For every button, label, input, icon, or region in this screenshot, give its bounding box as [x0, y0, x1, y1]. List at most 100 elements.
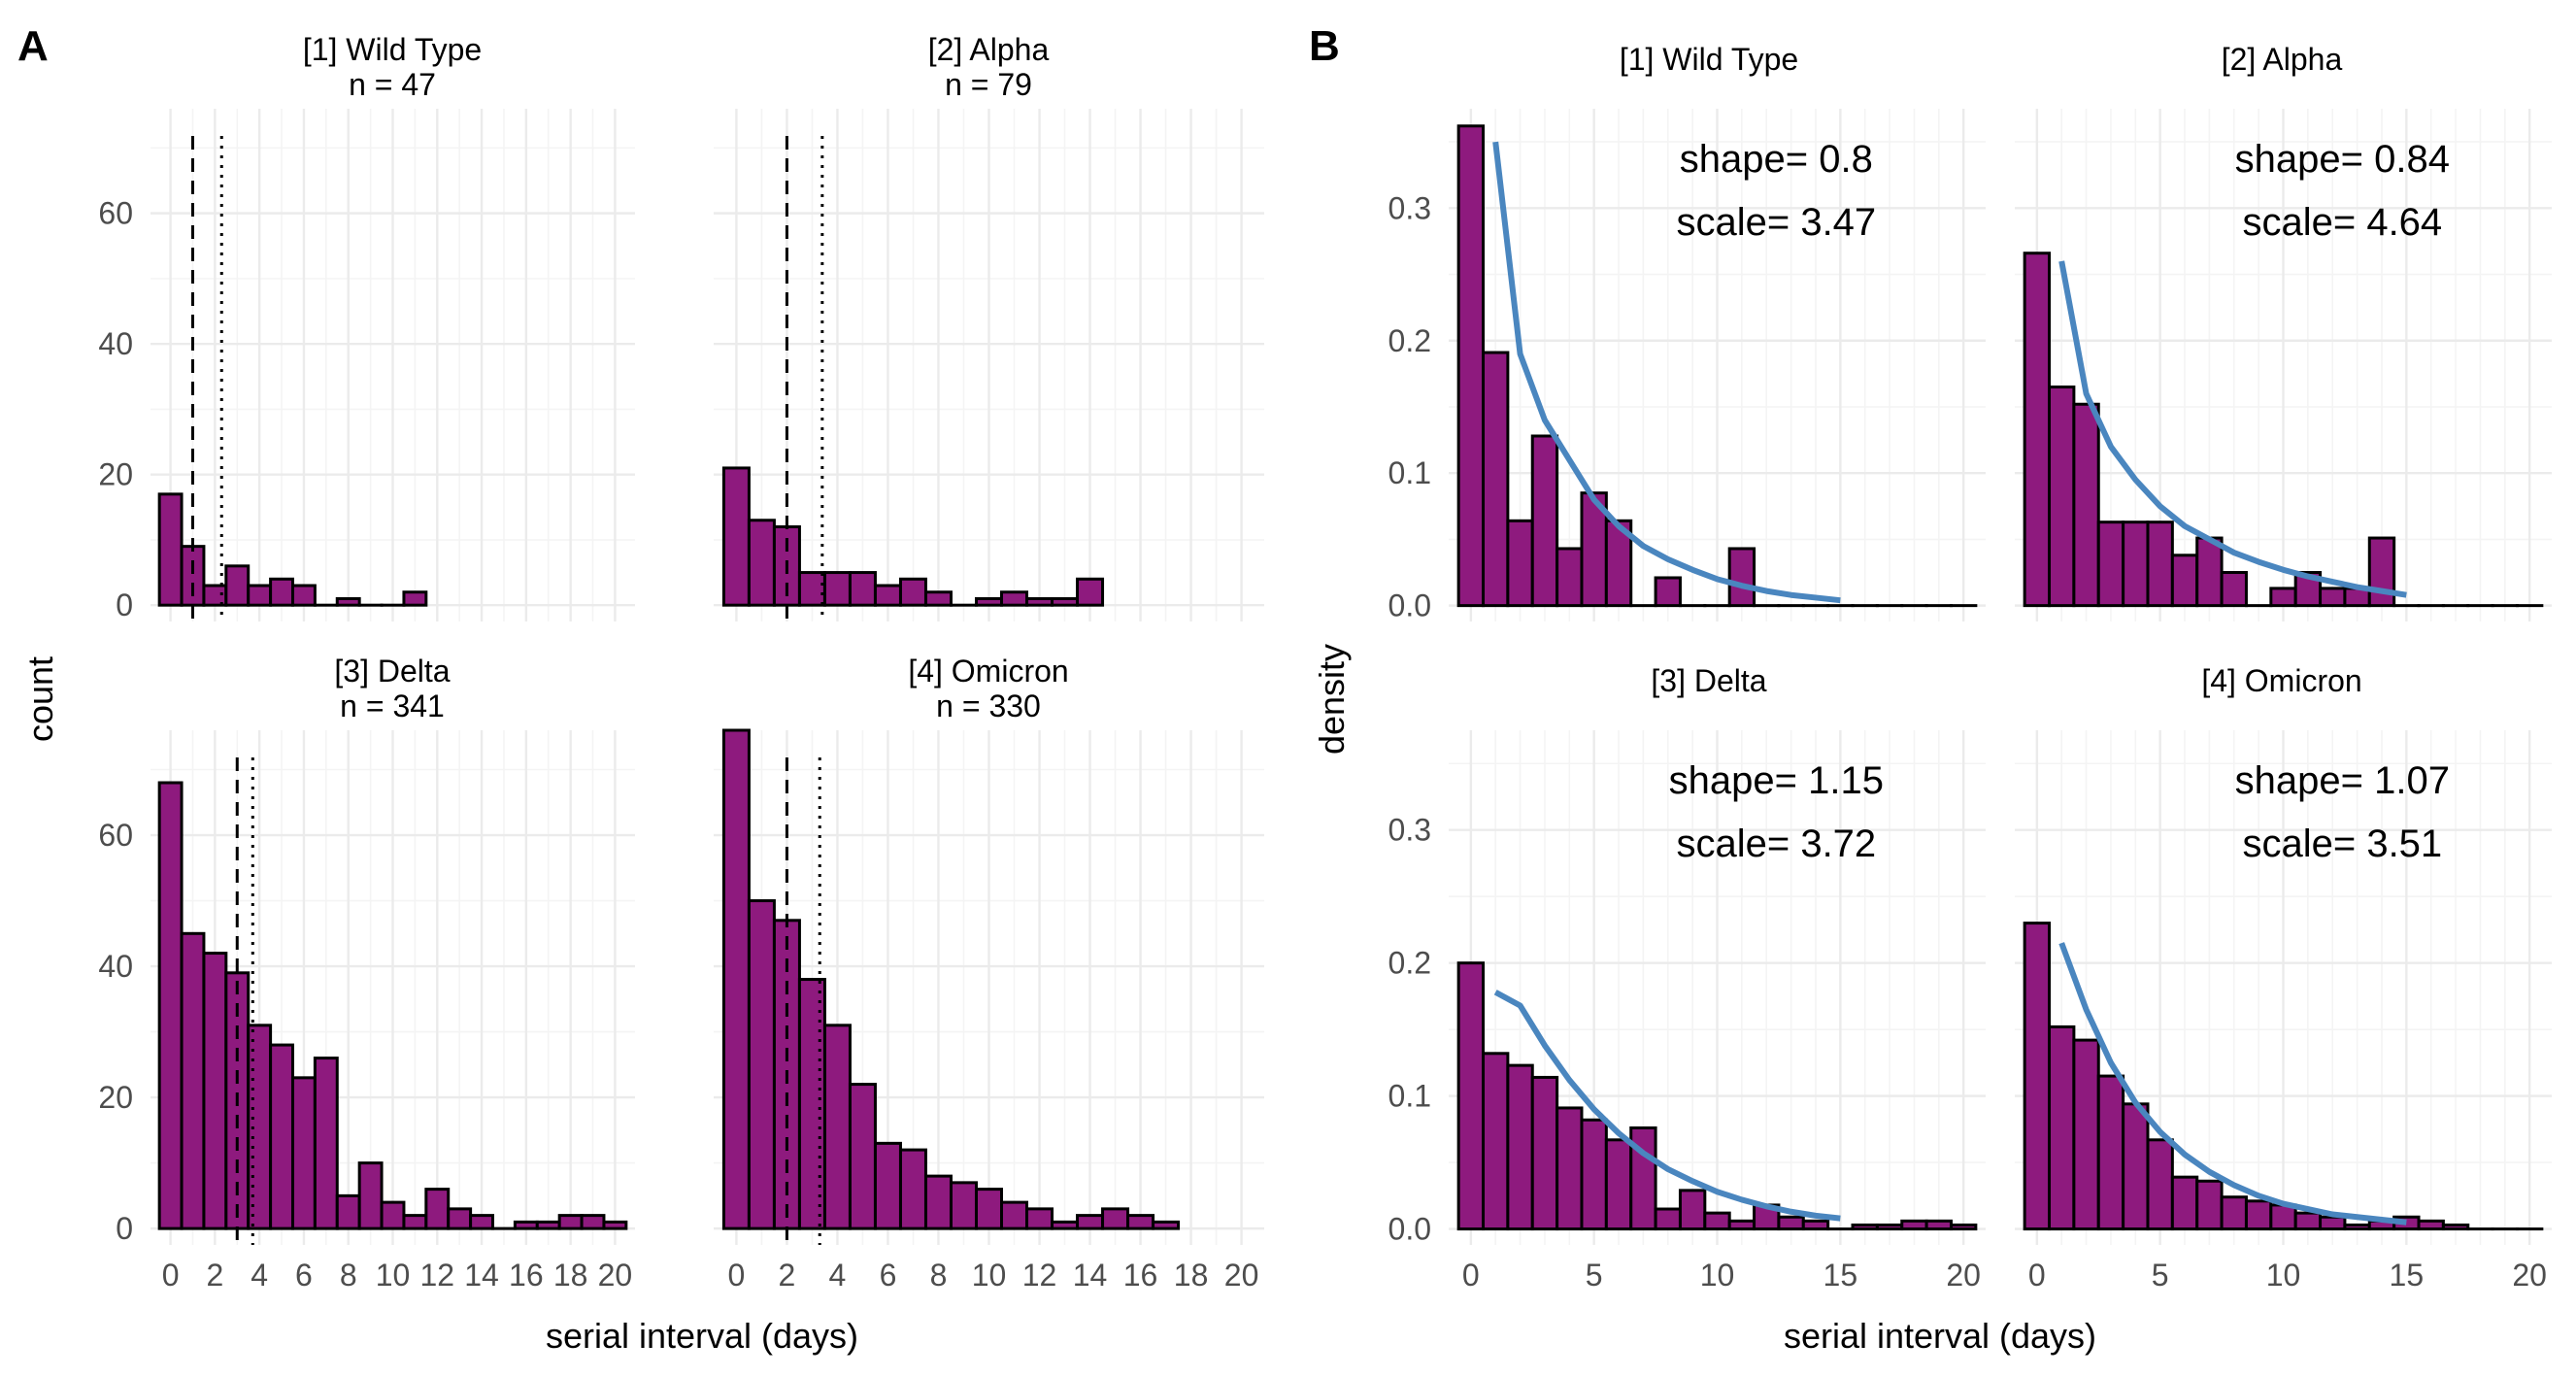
histogram-bar	[2367, 536, 2396, 608]
histogram-bar	[747, 899, 776, 1230]
histogram-bar	[1556, 1106, 1584, 1231]
histogram-bar	[2220, 571, 2248, 608]
fitted-distribution-line	[2058, 942, 2407, 1226]
y-tick-label: 40	[98, 949, 133, 984]
histogram-bar	[2096, 1074, 2125, 1231]
histogram-bar	[1777, 1215, 1805, 1231]
x-tick-label: 4	[251, 1258, 268, 1293]
histogram-bar	[1076, 1214, 1105, 1230]
histogram-bar	[380, 1200, 406, 1230]
histogram-bar	[602, 1220, 628, 1230]
histogram-bar	[2293, 1211, 2323, 1231]
histogram-bar	[2319, 587, 2347, 608]
panel-label: A	[17, 22, 49, 70]
histogram-bar	[290, 1076, 317, 1230]
histogram-bar	[2146, 521, 2174, 608]
scale-annotation: scale= 4.64	[2242, 201, 2442, 244]
histogram-bar	[2195, 536, 2224, 608]
histogram-bar	[2319, 1215, 2347, 1231]
histogram-bar	[2048, 386, 2076, 608]
histogram-bar	[1456, 124, 1486, 608]
x-tick-label: 16	[509, 1258, 544, 1293]
y-tick-label: 60	[98, 196, 133, 231]
x-tick-label: 10	[2266, 1258, 2301, 1293]
fitted-distribution-line	[1492, 141, 1841, 604]
histogram-bar	[873, 1141, 902, 1230]
histogram-bar	[721, 466, 751, 607]
histogram-bar	[313, 1057, 339, 1230]
histogram-bar	[1727, 547, 1756, 608]
facet-1: [1] Wild Type shape= 0.8 scale= 3.47 0.0 0.1…	[1388, 42, 1986, 623]
histogram-bar	[1851, 1223, 1879, 1231]
histogram-bar	[747, 519, 776, 607]
fitted-distribution-line	[2058, 260, 2407, 598]
scale-annotation: scale= 3.72	[1676, 823, 1876, 865]
shape-annotation: shape= 1.07	[2235, 759, 2450, 802]
facet-3: [3] Delta shape= 1.15 scale= 3.72 0.0 0.1 0.2…	[1388, 663, 1986, 1293]
x-tick-label: 20	[1224, 1258, 1259, 1293]
x-tick-label: 20	[1946, 1258, 1981, 1293]
histogram-bar	[290, 584, 317, 607]
x-tick-label: 2	[206, 1258, 223, 1293]
histogram-bar	[1506, 1063, 1534, 1231]
facet-subtitle: n = 79	[945, 67, 1032, 102]
x-axis-title: serial interval (days)	[546, 1316, 858, 1356]
histogram-bar	[1556, 547, 1584, 608]
histogram-bar	[923, 590, 953, 607]
y-axis-title: count	[20, 656, 60, 742]
scale-annotation: scale= 3.47	[1676, 201, 1876, 244]
histogram-bar	[402, 1214, 428, 1230]
histogram-bar	[1530, 1075, 1559, 1231]
x-tick-label: 14	[464, 1258, 499, 1293]
facet-title: [2] Alpha	[928, 32, 1050, 67]
x-tick-label: 0	[2028, 1258, 2046, 1293]
histogram-bar	[2417, 1219, 2445, 1231]
histogram-bar	[2072, 1038, 2100, 1231]
facet-4: [4] Omicron shape= 1.07 scale= 3.51 0 5 10 15 2…	[2015, 663, 2552, 1293]
y-tick-label: 0.1	[1388, 1079, 1431, 1114]
shape-annotation: shape= 0.84	[2235, 138, 2450, 181]
histogram-bar	[180, 931, 206, 1230]
y-tick-label: 0	[116, 588, 133, 622]
histogram-bar	[1580, 1118, 1608, 1231]
facet-title: [4] Omicron	[908, 654, 1068, 688]
histogram-bar	[2096, 521, 2125, 608]
x-tick-label: 15	[2390, 1258, 2425, 1293]
histogram-bar	[923, 1174, 953, 1230]
x-tick-label: 20	[598, 1258, 633, 1293]
histogram-bar	[2244, 1199, 2273, 1231]
histogram-bar	[202, 952, 228, 1230]
y-tick-label: 0.3	[1388, 813, 1431, 848]
histogram-bar	[2269, 1203, 2297, 1231]
x-tick-label: 0	[162, 1258, 180, 1293]
histogram-bar	[2146, 1138, 2174, 1231]
x-tick-label: 6	[880, 1258, 897, 1293]
y-tick-label: 0.1	[1388, 455, 1431, 490]
y-tick-label: 0.2	[1388, 323, 1431, 358]
histogram-bar	[157, 492, 184, 607]
y-tick-label: 0.3	[1388, 190, 1431, 225]
histogram-bar	[2343, 1223, 2371, 1231]
histogram-bar	[2170, 1175, 2199, 1231]
histogram-bar	[1900, 1219, 1928, 1231]
histogram-bar	[2023, 922, 2052, 1231]
facet-title: [2] Alpha	[2222, 42, 2343, 77]
histogram-bar	[557, 1214, 584, 1230]
histogram-bar	[848, 571, 877, 607]
x-tick-label: 20	[2512, 1258, 2547, 1293]
histogram-bar	[2441, 1223, 2470, 1231]
facet-title: [3] Delta	[1651, 663, 1766, 698]
x-tick-label: 10	[376, 1258, 411, 1293]
x-tick-label: 15	[1823, 1258, 1858, 1293]
histogram-bar	[1456, 961, 1486, 1231]
histogram-bar	[2269, 587, 2297, 608]
x-tick-label: 12	[1022, 1258, 1057, 1293]
histogram-bar	[2048, 1024, 2076, 1231]
histogram-bar	[974, 596, 1004, 607]
x-tick-label: 10	[972, 1258, 1007, 1293]
histogram-bar	[1654, 576, 1682, 608]
